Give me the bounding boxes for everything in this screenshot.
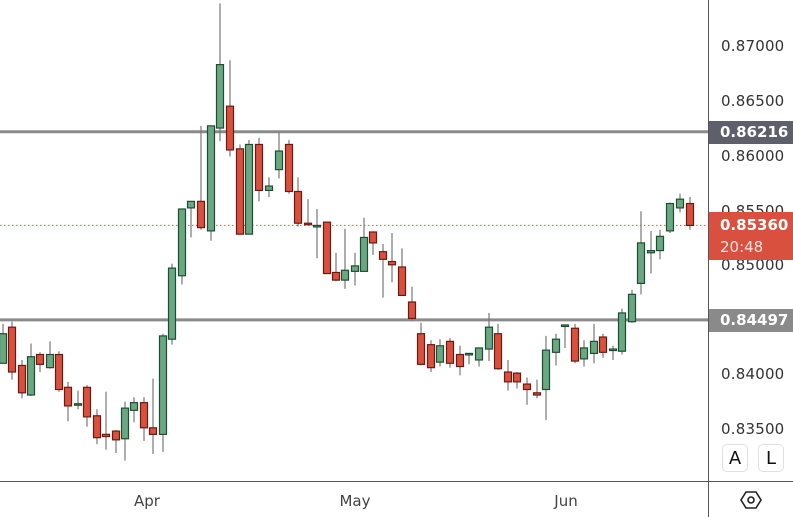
candle-body (474, 347, 484, 361)
candle-body (340, 269, 350, 281)
price-tick-label: 0.87000 (721, 37, 785, 55)
candle-body (464, 352, 474, 356)
price-tick-label: 0.86000 (721, 147, 785, 165)
candle-body (617, 312, 627, 352)
chart-settings-button[interactable] (708, 481, 793, 517)
candle-body (284, 143, 294, 193)
candle-body (416, 333, 426, 365)
candle-body (407, 301, 417, 320)
candle-body (378, 251, 388, 260)
candle-body (293, 190, 303, 224)
candle-body (397, 266, 407, 297)
candle-body (675, 198, 685, 209)
candle-body (35, 353, 45, 365)
candle-body (608, 348, 618, 352)
candle-body (522, 383, 532, 391)
candle-body (274, 150, 284, 171)
candle-body (350, 265, 360, 272)
candle-body (493, 333, 503, 370)
candle-body (435, 345, 445, 363)
time-tick-label: May (339, 492, 371, 510)
candle-body (177, 208, 187, 277)
price-tick-label: 0.84000 (721, 365, 785, 383)
time-axis[interactable]: Apr May Jun (0, 481, 708, 517)
candle-body (560, 324, 570, 328)
auto-scale-label: A (728, 447, 742, 469)
time-tick-label: Jun (554, 492, 578, 510)
candle-body (73, 403, 83, 406)
candle-body (532, 392, 542, 396)
candle-body (551, 338, 561, 353)
candle-body (570, 327, 580, 362)
candle-body (264, 185, 274, 192)
candle-body (387, 260, 397, 266)
candle-body (244, 143, 254, 235)
candle-body (148, 427, 158, 435)
chart-plot-area[interactable] (0, 0, 708, 481)
candle-body (0, 333, 8, 364)
candle-body (636, 242, 646, 284)
candle-body (17, 364, 27, 394)
current-price-label: 0.85360 20:48 (709, 212, 793, 260)
candle-body (92, 415, 102, 439)
candle-body (7, 326, 17, 373)
candle-body (455, 353, 465, 368)
log-scale-label: L (765, 447, 777, 469)
candlestick-chart (0, 3, 708, 461)
candle-body (45, 353, 55, 369)
candle-body (685, 202, 695, 227)
candle-body (512, 372, 522, 383)
candle-body (579, 347, 589, 360)
price-tick-label: 0.83500 (721, 420, 785, 438)
current-price-value: 0.85360 (720, 216, 789, 234)
price-tick-label: 0.86500 (721, 92, 785, 110)
candle-body (63, 386, 73, 407)
candle-body (196, 200, 206, 229)
candle-body (368, 231, 378, 244)
candle-body (158, 335, 168, 435)
candle-body (541, 349, 551, 391)
candle-body (215, 63, 225, 129)
bar-countdown: 20:48 (720, 238, 764, 256)
log-scale-button[interactable]: L (758, 444, 784, 472)
candle-body (665, 202, 675, 232)
candle-body (426, 344, 436, 369)
candle-body (254, 143, 264, 192)
candle-body (206, 125, 216, 232)
candle-body (82, 386, 92, 418)
horizontal-line-label-bottom: 0.84497 (709, 309, 793, 332)
candle-body (331, 271, 341, 281)
candle-body (445, 340, 455, 364)
candle-body (129, 402, 139, 411)
price-axis[interactable]: 0.87000 0.86500 0.86000 0.85500 0.85000 0.840… (708, 0, 793, 481)
line-price-top: 0.86216 (720, 123, 789, 141)
candle-body (359, 236, 369, 272)
horizontal-line-label-top: 0.86216 (709, 121, 793, 144)
candle-body (225, 105, 235, 151)
candle-body (101, 433, 111, 438)
price-tick-label: 0.85000 (721, 256, 785, 274)
candle-body (484, 326, 494, 350)
candle-body (322, 221, 332, 275)
candle-body (235, 148, 245, 235)
candle-body (139, 402, 149, 429)
candle-body (186, 200, 196, 209)
candle-body (120, 407, 130, 440)
candle-body (111, 430, 121, 441)
auto-scale-button[interactable]: A (722, 444, 748, 472)
candle-body (503, 371, 513, 383)
candle-body (598, 336, 608, 353)
time-tick-label: Apr (134, 492, 160, 510)
candle-body (589, 340, 599, 355)
candle-body (54, 353, 64, 391)
candle-body (312, 224, 322, 228)
hexagon-settings-icon (740, 490, 762, 509)
candle-body (26, 356, 36, 396)
candle-body (627, 293, 637, 323)
line-price-bottom: 0.84497 (720, 311, 789, 329)
candle-body (303, 222, 313, 226)
candle-body (646, 249, 656, 254)
candle-body (655, 235, 665, 252)
candle-body (167, 267, 177, 340)
